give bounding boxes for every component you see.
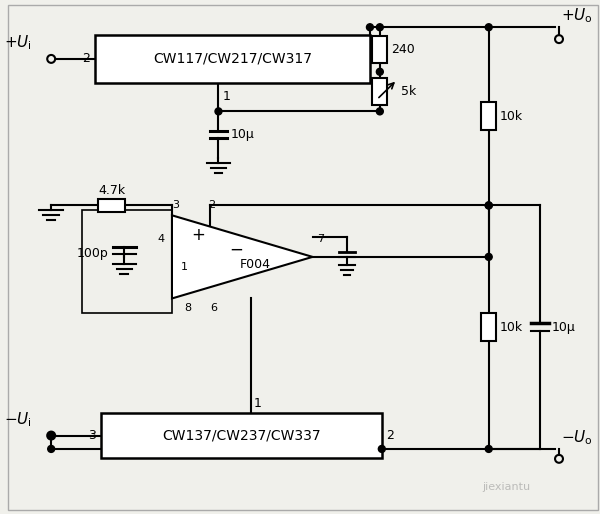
- Circle shape: [376, 108, 383, 115]
- Text: 3: 3: [172, 200, 179, 210]
- Circle shape: [376, 68, 383, 75]
- Bar: [373, 78, 387, 105]
- Text: 3: 3: [374, 52, 382, 65]
- Text: $-U_\mathrm{o}$: $-U_\mathrm{o}$: [561, 428, 593, 447]
- Circle shape: [485, 253, 492, 261]
- Text: 4: 4: [158, 234, 165, 244]
- Text: 10k: 10k: [500, 110, 523, 123]
- Text: $-U_\mathrm{i}$: $-U_\mathrm{i}$: [4, 410, 32, 429]
- Bar: [101, 413, 382, 458]
- Bar: [481, 102, 496, 130]
- Bar: [373, 35, 387, 63]
- Bar: [98, 199, 125, 212]
- Text: 10μ: 10μ: [230, 128, 254, 141]
- Text: $-$: $-$: [229, 240, 244, 258]
- Circle shape: [485, 446, 492, 452]
- Circle shape: [376, 24, 383, 31]
- Text: 3: 3: [88, 429, 96, 442]
- Text: jiexiantu: jiexiantu: [482, 483, 530, 492]
- Circle shape: [215, 108, 222, 115]
- Text: 5k: 5k: [401, 85, 416, 98]
- Circle shape: [485, 24, 492, 31]
- Polygon shape: [172, 215, 313, 299]
- Circle shape: [485, 202, 492, 209]
- Bar: [481, 314, 496, 341]
- Text: 2: 2: [208, 200, 215, 210]
- Circle shape: [379, 446, 385, 452]
- Text: +: +: [192, 226, 206, 244]
- Bar: [95, 35, 370, 83]
- Text: 6: 6: [210, 303, 217, 314]
- Text: 1: 1: [181, 262, 187, 272]
- Text: 1: 1: [223, 89, 230, 103]
- Text: F004: F004: [239, 259, 271, 271]
- Text: 2: 2: [386, 429, 394, 442]
- Text: 2: 2: [82, 52, 90, 65]
- Circle shape: [48, 446, 55, 452]
- Text: 1: 1: [254, 397, 262, 410]
- Text: www.dzsc.com: www.dzsc.com: [262, 52, 344, 62]
- Text: CW117/CW217/CW317: CW117/CW217/CW317: [153, 52, 312, 66]
- Circle shape: [367, 24, 373, 31]
- Text: 10μ: 10μ: [552, 321, 576, 334]
- Text: $+U_\mathrm{o}$: $+U_\mathrm{o}$: [561, 7, 593, 25]
- Text: 7: 7: [317, 234, 325, 244]
- Bar: [82, 210, 172, 314]
- Text: 240: 240: [391, 43, 415, 56]
- Circle shape: [485, 202, 492, 209]
- Text: 100p: 100p: [77, 247, 109, 261]
- Text: CW137/CW237/CW337: CW137/CW237/CW337: [162, 429, 320, 443]
- Text: 8: 8: [184, 303, 191, 314]
- Circle shape: [48, 432, 55, 439]
- Text: 4.7k: 4.7k: [98, 184, 125, 197]
- Text: $+U_\mathrm{i}$: $+U_\mathrm{i}$: [4, 33, 32, 52]
- Text: 10k: 10k: [500, 321, 523, 334]
